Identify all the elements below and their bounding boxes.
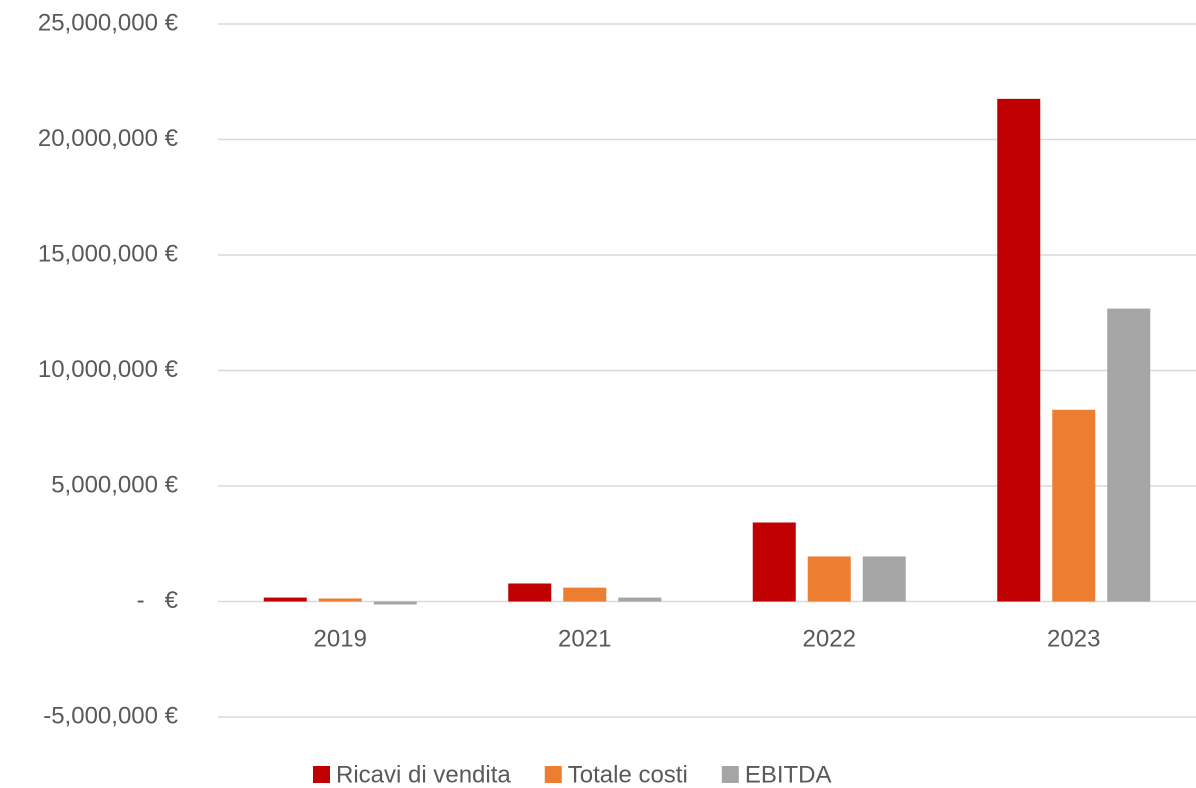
y-tick-label: 25,000,000 €: [38, 9, 179, 36]
bar: [263, 597, 307, 602]
bar: [318, 598, 362, 602]
x-tick-label: 2022: [803, 625, 856, 652]
bar: [1107, 308, 1151, 602]
y-tick-label: - €: [137, 587, 179, 614]
bar: [752, 522, 796, 602]
bar: [862, 556, 906, 602]
legend-swatch: [313, 766, 330, 783]
y-tick-label: 5,000,000 €: [51, 471, 178, 498]
y-tick-label: 10,000,000 €: [38, 356, 179, 383]
legend-label: EBITDA: [745, 761, 832, 788]
legend-swatch: [544, 766, 562, 783]
y-tick-label: 15,000,000 €: [38, 240, 179, 267]
bar: [997, 98, 1041, 602]
x-tick-label: 2023: [1047, 625, 1100, 652]
x-tick-label: 2021: [558, 625, 611, 652]
legend-swatch: [721, 766, 739, 783]
legend-label: Ricavi di vendita: [336, 761, 511, 788]
bar: [1052, 409, 1096, 602]
x-tick-label: 2019: [314, 625, 367, 652]
legend-label: Totale costi: [568, 761, 688, 788]
y-tick-label: -5,000,000 €: [43, 702, 178, 729]
bar: [563, 587, 607, 602]
bar: [373, 601, 417, 605]
bar: [807, 556, 851, 602]
y-tick-label: 20,000,000 €: [38, 125, 179, 152]
bar: [508, 583, 552, 602]
bar: [618, 597, 662, 602]
